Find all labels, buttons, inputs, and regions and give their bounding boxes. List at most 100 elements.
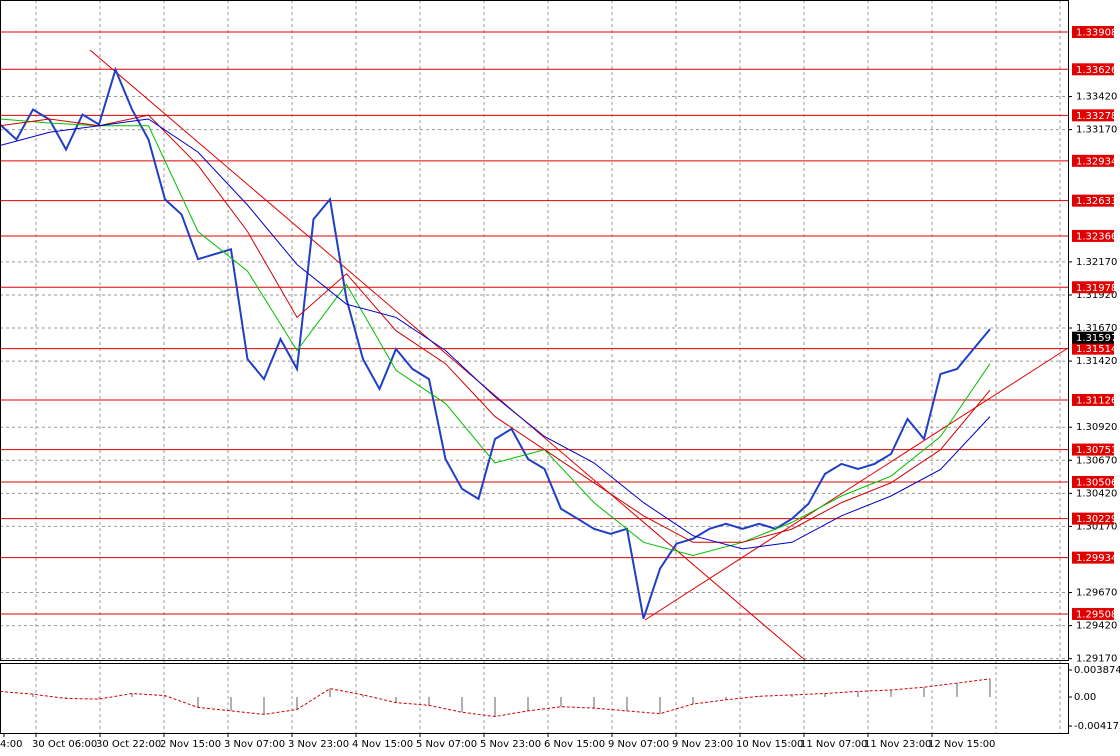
indicator-bar [791, 694, 793, 697]
indicator-bar [890, 690, 892, 697]
level-label: 1.32633 [1076, 196, 1117, 207]
level-tag [1072, 607, 1114, 620]
level-label: 1.33626 [1076, 65, 1117, 76]
y-tick-label: 1.30420 [1076, 488, 1117, 499]
indicator-tick-label: 0.00 [1074, 692, 1096, 703]
indicator-bar [857, 691, 859, 697]
y-tick-label: 1.31420 [1076, 356, 1117, 367]
level-tag [1072, 393, 1114, 406]
indicator-bar [626, 696, 628, 711]
x-tick-label: 4 Nov 15:00 [352, 739, 413, 750]
level-label: 1.32934 [1076, 156, 1117, 167]
x-tick-label: 12 Nov 15:00 [928, 739, 995, 750]
y-tick-label: 1.30920 [1076, 422, 1117, 433]
indicator-bar [263, 696, 265, 715]
y-tick-label: 1.32170 [1076, 257, 1117, 268]
indicator-line [0, 678, 991, 718]
price-line [0, 66, 991, 619]
level-label: 1.30229 [1076, 514, 1117, 525]
y-tick-label: 1.29420 [1076, 621, 1117, 632]
level-tag [1072, 281, 1114, 294]
x-tick-label: 11 Nov 23:00 [864, 739, 931, 750]
current-price-label: 1.31597 [1076, 333, 1117, 344]
level-tag [1072, 26, 1114, 39]
level-tag [1072, 109, 1114, 122]
level-label: 1.30751 [1076, 445, 1117, 456]
indicator-bar [32, 694, 34, 697]
x-tick-label: 9 Nov 23:00 [672, 739, 733, 750]
indicator-bar [131, 693, 133, 697]
indicator-bar [362, 694, 364, 697]
level-tag [1072, 63, 1114, 76]
indicator-tick-label: -0.004175 [1074, 721, 1120, 732]
x-tick-label: 30 Oct 06:00 [32, 739, 97, 750]
level-tag [1072, 551, 1114, 564]
level-label: 1.31978 [1076, 283, 1117, 294]
indicator-bar [296, 696, 298, 710]
indicator-bar [824, 693, 826, 697]
indicator-bar [989, 678, 991, 697]
indicator-bar [197, 696, 199, 708]
indicator-bar [230, 696, 232, 711]
x-tick-label: 10 Nov 15:00 [736, 739, 803, 750]
level-tag [1072, 154, 1114, 167]
y-tick-label: 1.29670 [1076, 588, 1117, 599]
indicator-bar [461, 696, 463, 713]
y-tick-label: 1.30170 [1076, 521, 1117, 532]
level-tag [1072, 512, 1114, 525]
level-tag [1072, 229, 1114, 242]
indicator-tick-label: 0.003874 [1074, 665, 1120, 676]
x-tick-label: 9 Nov 07:00 [608, 739, 669, 750]
x-tick-label: 5 Nov 23:00 [480, 739, 541, 750]
level-label: 1.29934 [1076, 553, 1117, 564]
price-line [0, 118, 991, 550]
y-tick-label: 1.33420 [1076, 92, 1117, 103]
indicator-bar [494, 696, 496, 717]
x-tick-label: 3 Nov 07:00 [224, 739, 285, 750]
labels: 1.33420 1.33170 1.32170 1.31920 1.31670 1.314… [0, 26, 1120, 750]
x-tick-label: 3 Nov 23:00 [288, 739, 349, 750]
indicator-bar [758, 696, 760, 697]
level-label: 1.31514 [1076, 344, 1117, 355]
level-tag [1072, 475, 1114, 488]
level-label: 1.30506 [1076, 477, 1117, 488]
y-tick-label: 1.31670 [1076, 323, 1117, 334]
level-label: 1.32366 [1076, 231, 1117, 242]
level-label: 1.29508 [1076, 609, 1117, 620]
price-line [0, 118, 991, 557]
indicator-bar [956, 683, 958, 697]
level-tag [1072, 342, 1114, 355]
x-tick-label: 11 Nov 07:00 [800, 739, 867, 750]
indicator-bar [725, 696, 727, 700]
trend-line [89, 49, 806, 661]
trend-line [644, 347, 1069, 621]
x-tick-label: 6 Nov 15:00 [544, 739, 605, 750]
level-label: 1.31126 [1076, 395, 1117, 406]
indicator-bar [692, 696, 694, 704]
indicator-frame [0, 663, 1069, 734]
levels [0, 31, 1068, 615]
x-tick-label: 4:00 [0, 739, 22, 750]
indicator-bar [560, 696, 562, 707]
indicator-bar [329, 688, 331, 697]
price-line [0, 114, 991, 543]
indicator-bar [98, 696, 100, 700]
indicator-bar [923, 687, 925, 697]
y-tick-label: 1.29170 [1076, 654, 1117, 665]
level-tag [1072, 443, 1114, 456]
x-tick-label: 5 Nov 07:00 [416, 739, 477, 750]
indicator-bar [395, 696, 397, 703]
x-tick-label: 30 Oct 22:00 [96, 739, 161, 750]
indicator-bar [659, 696, 661, 714]
y-tick-label: 1.31920 [1076, 290, 1117, 301]
indicator-bar [164, 695, 166, 697]
indicator-bar [593, 696, 595, 709]
level-label: 1.33908 [1076, 28, 1117, 39]
indicator-bar [527, 696, 529, 711]
y-tick-label: 1.30670 [1076, 455, 1117, 466]
y-tick-label: 1.33170 [1076, 125, 1117, 136]
level-tag [1072, 194, 1114, 207]
current-price-tag [1072, 331, 1114, 344]
